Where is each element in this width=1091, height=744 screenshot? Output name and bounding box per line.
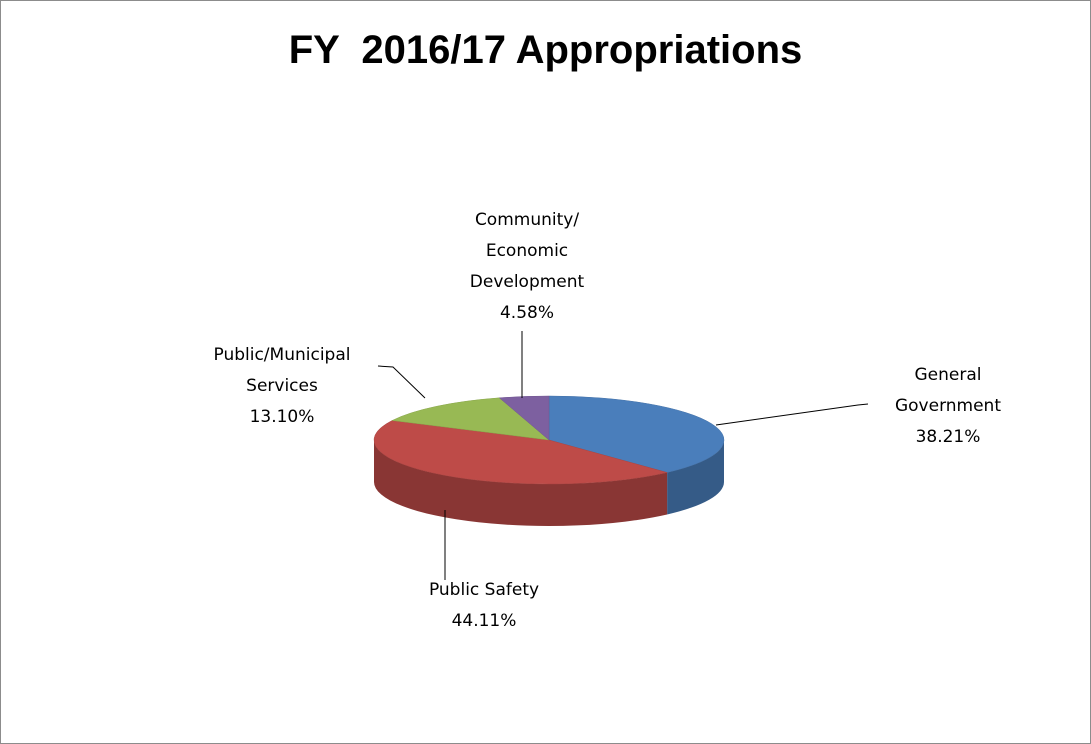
slice-side: [667, 440, 724, 515]
data-label: Community/ Economic Development 4.58%: [407, 205, 647, 329]
slice: [373, 420, 668, 485]
value-label: 44.11%: [451, 611, 517, 631]
category-label: Public/Municipal Services: [213, 345, 351, 396]
value-label: 38.21%: [915, 427, 981, 447]
value-label: 4.58%: [499, 303, 554, 323]
value-label: 13.10%: [249, 407, 315, 427]
data-label: Public Safety 44.11%: [364, 575, 604, 637]
slice: [498, 395, 550, 441]
leader-line: [715, 403, 869, 426]
category-label: Public Safety: [428, 580, 540, 600]
data-label: General Government 38.21%: [828, 360, 1068, 453]
slice-side: [374, 440, 668, 527]
leader-line: [377, 365, 426, 399]
category-label: General Government: [894, 365, 1002, 416]
slice: [548, 395, 725, 473]
data-label: Public/Municipal Services 13.10%: [162, 340, 402, 433]
chart-title: FY 2016/17 Appropriations: [288, 28, 803, 72]
slice: [391, 397, 550, 441]
category-label: Community/ Economic Development: [469, 210, 585, 292]
